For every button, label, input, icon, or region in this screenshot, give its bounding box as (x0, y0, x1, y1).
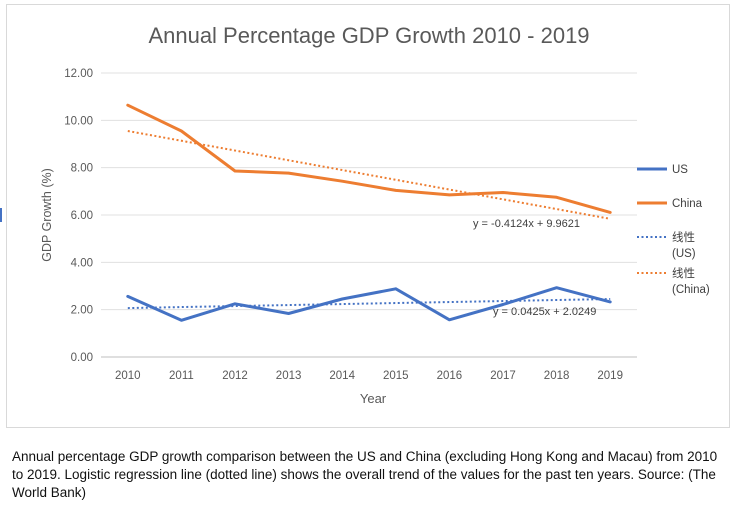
legend-label-china: China (672, 198, 703, 210)
data-point-china-2013 (287, 171, 290, 175)
legend-label-trend-us: 线性 (672, 230, 695, 244)
y-tick-label: 6.00 (71, 210, 93, 222)
trendline-equation-us: y = 0.0425x + 2.0249 (493, 306, 596, 318)
x-tick-label: 2014 (329, 370, 355, 382)
legend-label-trend-china: 线性 (672, 266, 695, 280)
x-tick-label: 2018 (544, 370, 570, 382)
x-tick-label: 2016 (437, 370, 463, 382)
data-point-china-2018 (555, 196, 558, 199)
data-point-us-2019 (609, 300, 612, 304)
figure-caption: Annual percentage GDP growth comparison … (12, 449, 718, 500)
data-point-us-2011 (180, 319, 183, 322)
y-tick-label: 12.00 (64, 68, 93, 80)
x-tick-label: 2010 (115, 370, 141, 382)
data-point-us-2018 (555, 286, 558, 289)
x-tick-label: 2019 (597, 370, 623, 382)
x-tick-label: 2011 (169, 370, 194, 382)
data-point-china-2014 (341, 179, 344, 183)
data-point-china-2012 (233, 169, 237, 173)
y-tick-label: 8.00 (71, 163, 93, 175)
data-point-china-2019 (609, 211, 612, 214)
legend-sublabel-trend-china: (China) (672, 284, 710, 296)
y-tick-label: 0.00 (71, 352, 93, 364)
edge-marker (0, 208, 2, 222)
trendline-equation-china: y = -0.4124x + 9.9621 (473, 218, 580, 230)
data-point-us-2017 (501, 303, 505, 306)
data-point-china-2015 (394, 189, 397, 192)
y-tick-label: 4.00 (71, 257, 93, 269)
data-point-us-2010 (126, 295, 129, 298)
data-point-us-2014 (341, 297, 344, 301)
chart-title: Annual Percentage GDP Growth 2010 - 2019 (148, 23, 589, 48)
y-tick-label: 10.00 (64, 115, 93, 127)
trendline-china (127, 130, 611, 220)
x-tick-label: 2017 (490, 370, 516, 382)
x-tick-label: 2012 (222, 370, 248, 382)
data-point-us-2012 (233, 302, 237, 305)
x-tick-label: 2013 (276, 370, 302, 382)
legend-sublabel-trend-us: (US) (672, 248, 696, 260)
data-point-china-2010 (126, 103, 129, 107)
chart-frame: Annual Percentage GDP Growth 2010 - 2019… (6, 4, 730, 428)
series-line-us (126, 286, 612, 322)
trendline-us (127, 298, 611, 310)
data-point-china-2017 (501, 191, 505, 194)
data-point-china-2011 (180, 129, 183, 133)
y-axis-title: GDP Growth (%) (40, 168, 54, 262)
series-line-china (126, 103, 612, 214)
y-tick-label: 2.00 (71, 305, 93, 317)
data-point-us-2016 (448, 318, 451, 322)
x-tick-label: 2015 (383, 370, 409, 382)
data-point-us-2013 (287, 312, 290, 315)
data-point-us-2015 (394, 287, 397, 291)
x-axis-title: Year (360, 391, 387, 406)
data-point-china-2016 (448, 193, 451, 197)
legend-label-us: US (672, 164, 688, 176)
gdp-line-chart: Annual Percentage GDP Growth 2010 - 2019… (40, 23, 710, 406)
